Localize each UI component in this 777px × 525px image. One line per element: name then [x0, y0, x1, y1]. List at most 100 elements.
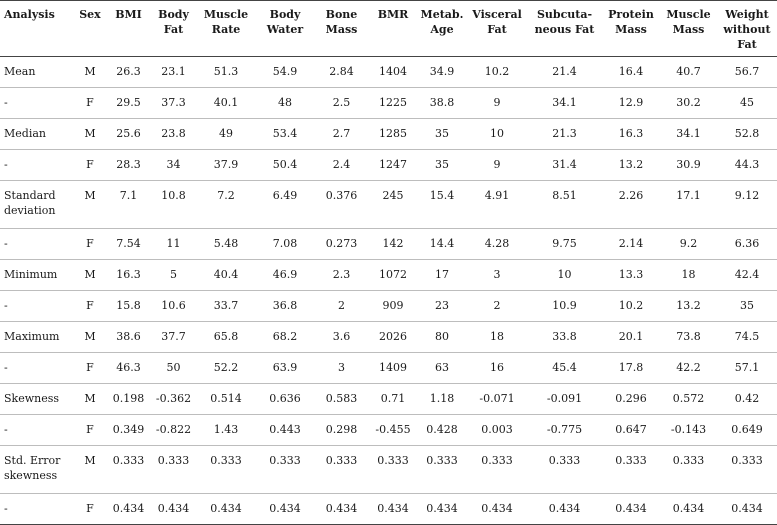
table-cell: 9.2: [660, 228, 717, 260]
table-cell: 44.3: [717, 149, 777, 181]
table-cell: 46.9: [256, 259, 314, 291]
table-row: Mean M 26.3 23.1 51.3 54.9 2.84 1404 34.9 10.2 21.…: [0, 56, 777, 88]
table-cell: 10: [467, 118, 527, 150]
table-cell: 0.434: [106, 493, 151, 525]
table-cell: 10.2: [467, 56, 527, 88]
table-header-row: Analysis Sex BMI Body Fat Muscle Rate Body Wa…: [0, 0, 777, 57]
table-cell: 10.6: [151, 290, 196, 322]
table-cell: 0.434: [256, 493, 314, 525]
table-cell: 909: [369, 290, 417, 322]
table-cell: -0.143: [660, 414, 717, 446]
table-cell: 38.8: [417, 87, 467, 119]
table-cell: 42.4: [717, 259, 777, 291]
table-cell: 16.3: [602, 118, 660, 150]
table-cell: 0.333: [106, 445, 151, 494]
table-cell: 0.434: [717, 493, 777, 525]
table-cell: 0.434: [151, 493, 196, 525]
table-cell: 0.333: [417, 445, 467, 494]
table-row: - F 0.349 -0.822 1.43 0.443 0.298 -0.455 0.428 0.…: [0, 414, 777, 446]
table-cell: 1072: [369, 259, 417, 291]
table-cell: 26.3: [106, 56, 151, 88]
table-cell: 34.1: [660, 118, 717, 150]
table-cell: 11: [151, 228, 196, 260]
table-cell: 0.71: [369, 383, 417, 415]
table-cell: 0.434: [369, 493, 417, 525]
table-row: Minimum M 16.3 5 40.4 46.9 2.3 1072 17 3 10 13.3 18 4…: [0, 259, 777, 291]
table-cell: 2.26: [602, 180, 660, 229]
table-cell: 25.6: [106, 118, 151, 150]
column-header: Muscle Mass: [660, 0, 717, 57]
table-cell: 3: [467, 259, 527, 291]
table-body: Mean M 26.3 23.1 51.3 54.9 2.84 1404 34.9 10.2 21.…: [0, 56, 777, 525]
table-cell: 0.333: [256, 445, 314, 494]
table-cell: 0.333: [660, 445, 717, 494]
table-cell: 31.4: [527, 149, 602, 181]
table-cell: 18: [660, 259, 717, 291]
table-cell: 3.6: [314, 321, 369, 353]
table-cell: 1225: [369, 87, 417, 119]
table-row: Median M 25.6 23.8 49 53.4 2.7 1285 35 10 21.3 16.3…: [0, 118, 777, 150]
table-cell: 34.1: [527, 87, 602, 119]
table-cell: 7.08: [256, 228, 314, 260]
column-header: Body Fat: [151, 0, 196, 57]
table-cell: -0.362: [151, 383, 196, 415]
table-cell: -0.822: [151, 414, 196, 446]
table-cell: 0.443: [256, 414, 314, 446]
table-cell: 0.333: [602, 445, 660, 494]
table-row: - F 29.5 37.3 40.1 48 2.5 1225 38.8 9 34.1 12.9 30.2…: [0, 87, 777, 119]
table-cell: 10.2: [602, 290, 660, 322]
table-cell: 2: [314, 290, 369, 322]
table-cell: 34: [151, 149, 196, 181]
table-cell: 18: [467, 321, 527, 353]
sex-cell: F: [74, 352, 106, 384]
row-label: -: [0, 149, 74, 181]
table-cell: 48: [256, 87, 314, 119]
row-label: Standard deviation: [0, 180, 74, 229]
table-cell: 0.428: [417, 414, 467, 446]
table-cell: 28.3: [106, 149, 151, 181]
table-cell: 0.333: [314, 445, 369, 494]
table-cell: 0.349: [106, 414, 151, 446]
table-cell: 0.42: [717, 383, 777, 415]
table-cell: 4.28: [467, 228, 527, 260]
column-header: Bone Mass: [314, 0, 369, 57]
sex-cell: M: [74, 259, 106, 291]
column-header: BMI: [106, 0, 151, 57]
table-cell: 0.647: [602, 414, 660, 446]
row-label: -: [0, 228, 74, 260]
table-cell: 17.1: [660, 180, 717, 229]
table-cell: 30.9: [660, 149, 717, 181]
table-cell: 9: [467, 87, 527, 119]
table-cell: 16.3: [106, 259, 151, 291]
table-cell: 50.4: [256, 149, 314, 181]
table-cell: 0.434: [314, 493, 369, 525]
table-cell: 0.333: [196, 445, 256, 494]
table-cell: 37.9: [196, 149, 256, 181]
table-cell: 0.434: [660, 493, 717, 525]
row-label: -: [0, 290, 74, 322]
table-cell: 37.7: [151, 321, 196, 353]
table-row: Maximum M 38.6 37.7 65.8 68.2 3.6 2026 80 18 33.8 2…: [0, 321, 777, 353]
table-cell: 36.8: [256, 290, 314, 322]
table-cell: 73.8: [660, 321, 717, 353]
table-cell: 13.3: [602, 259, 660, 291]
table-cell: 74.5: [717, 321, 777, 353]
table-cell: 0.434: [417, 493, 467, 525]
table-cell: 34.9: [417, 56, 467, 88]
table-row: - F 15.8 10.6 33.7 36.8 2 909 23 2 10.9 10.2 13.2 35: [0, 290, 777, 322]
table-cell: 49: [196, 118, 256, 150]
table-cell: 1404: [369, 56, 417, 88]
table-cell: 51.3: [196, 56, 256, 88]
table-cell: 10: [527, 259, 602, 291]
table-cell: 6.36: [717, 228, 777, 260]
table-cell: 30.2: [660, 87, 717, 119]
table-cell: 16: [467, 352, 527, 384]
table-cell: 0.636: [256, 383, 314, 415]
table-cell: 0.583: [314, 383, 369, 415]
table-cell: 2: [467, 290, 527, 322]
table-cell: 40.4: [196, 259, 256, 291]
row-label: -: [0, 87, 74, 119]
table-cell: 33.7: [196, 290, 256, 322]
table-cell: 42.2: [660, 352, 717, 384]
